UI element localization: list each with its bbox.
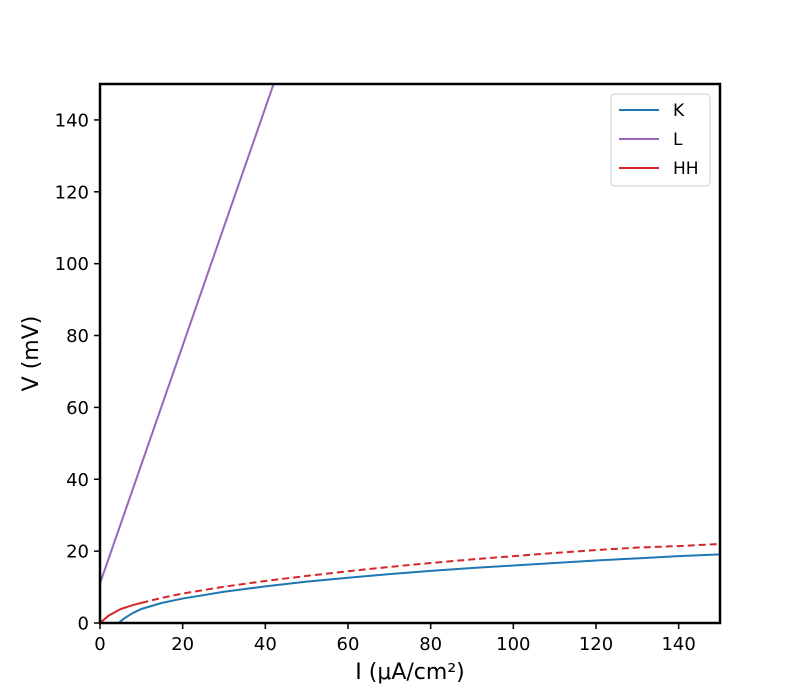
y-tick-label: 80 bbox=[66, 326, 89, 347]
legend-label-k: K bbox=[673, 101, 685, 121]
x-tick-label: 120 bbox=[579, 634, 613, 655]
y-tick-label: 40 bbox=[66, 470, 89, 491]
x-tick-label: 40 bbox=[254, 634, 277, 655]
x-tick-label: 60 bbox=[337, 634, 360, 655]
x-axis-label: I (μA/cm²) bbox=[355, 660, 464, 685]
legend-label-l: L bbox=[673, 130, 683, 150]
legend: KL HH bbox=[611, 94, 710, 186]
series-line-l bbox=[100, 84, 274, 583]
y-tick-label: 100 bbox=[55, 254, 89, 275]
y-axis-label: V (mV) bbox=[19, 316, 44, 392]
y-tick-label: 140 bbox=[55, 110, 89, 131]
x-tick-label: 80 bbox=[419, 634, 442, 655]
axis-ticks: 0 20 40 60 80 100 120 140 0 20 40 60 80 100 120 140 bbox=[55, 110, 696, 655]
x-tick-label: 140 bbox=[661, 634, 695, 655]
y-tick-label: 0 bbox=[78, 614, 89, 635]
y-tick-label: 20 bbox=[66, 542, 89, 563]
x-tick-label: 100 bbox=[496, 634, 530, 655]
y-tick-label: 60 bbox=[66, 398, 89, 419]
x-tick-label: 0 bbox=[94, 634, 105, 655]
x-tick-label: 20 bbox=[171, 634, 194, 655]
series-line-hh-dashed bbox=[141, 544, 720, 603]
y-tick-label: 120 bbox=[55, 182, 89, 203]
legend-label-hh: HH bbox=[673, 159, 699, 179]
